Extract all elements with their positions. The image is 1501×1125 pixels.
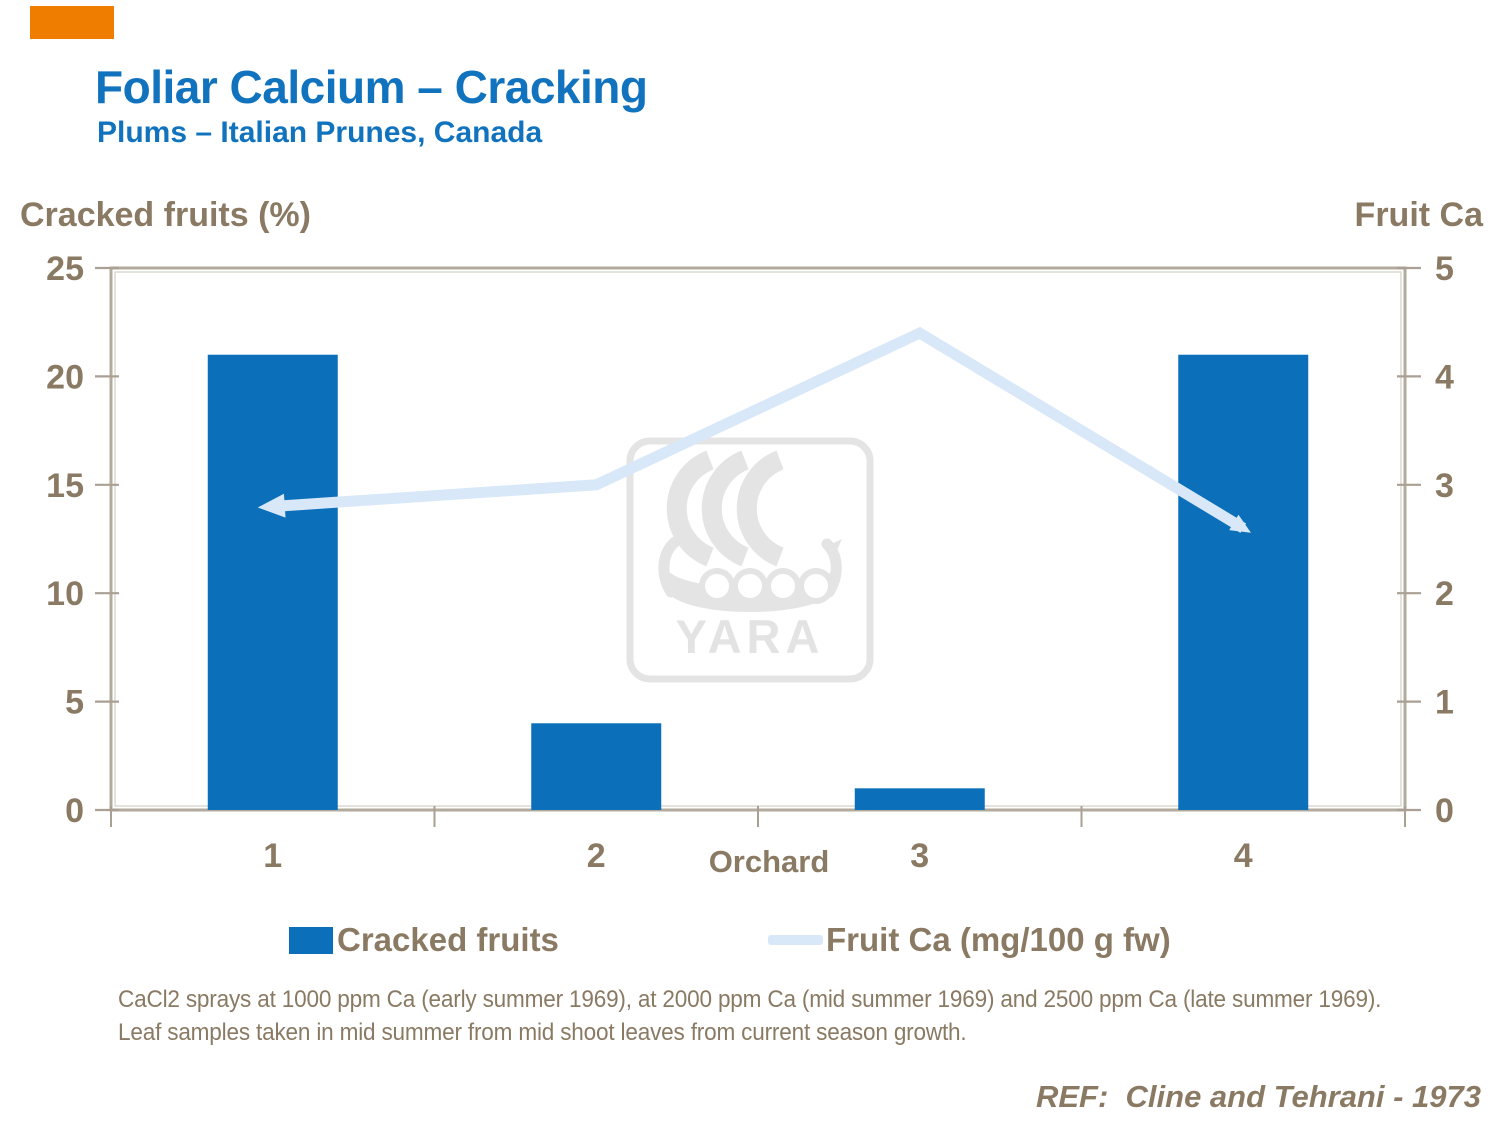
left-axis-tick-label: 5: [65, 684, 84, 722]
bar-orchard-4: [1178, 354, 1309, 810]
right-axis-tick-label: 4: [1435, 358, 1454, 396]
reference-text: REF: Cline and Tehrani - 1973: [1035, 1079, 1481, 1114]
left-axis-tick-label: 0: [65, 792, 84, 830]
line-start-arrow: [257, 493, 286, 518]
right-axis-tick-label: 2: [1435, 575, 1454, 613]
chart-legend: Cracked fruits Fruit Ca (mg/100 g fw): [0, 918, 1501, 962]
left-axis-title: Cracked fruits (%): [20, 196, 311, 234]
x-category-label-4: 4: [1234, 837, 1253, 875]
slide-title: Foliar Calcium – Cracking: [95, 61, 648, 113]
right-axis-title: Fruit Ca: [1354, 196, 1483, 234]
line-end-arrow: [1229, 514, 1251, 533]
right-axis-tick-label: 1: [1435, 684, 1454, 722]
plot-frame-inner: [114, 271, 1402, 807]
bar-orchard-1: [207, 354, 338, 810]
right-axis-tick-label: 3: [1435, 467, 1454, 505]
watermark-border: [626, 437, 874, 683]
viking-ship-icon: [658, 450, 842, 612]
bar-series-swatch: [289, 926, 333, 954]
x-category-label-2: 2: [587, 837, 606, 875]
left-axis-tick-label: 15: [46, 467, 84, 505]
left-axis-tick-label: 20: [46, 358, 84, 396]
bar-orchard-2: [531, 723, 662, 810]
right-axis-tick-label: 5: [1435, 250, 1454, 288]
x-category-label-3: 3: [910, 837, 929, 875]
fruit-ca-line: [272, 326, 1247, 533]
line-series-swatch: [768, 935, 823, 945]
right-axis-tick-label: 0: [1435, 792, 1454, 830]
watermark-text: YARA: [676, 610, 825, 663]
bar-orchard-3: [854, 788, 985, 810]
slide-subtitle: Plums – Italian Prunes, Canada: [97, 116, 543, 149]
accent-bar: [30, 6, 114, 39]
legend-label-fruit-ca: Fruit Ca (mg/100 g fw): [826, 921, 1171, 958]
x-category-label-1: 1: [263, 837, 282, 875]
left-axis-tick-label: 10: [46, 575, 84, 613]
left-axis-tick-label: 25: [46, 250, 84, 288]
legend-item-fruit-ca: Fruit Ca (mg/100 g fw): [768, 918, 1171, 962]
plot-frame: [109, 266, 1407, 812]
x-axis-title: Orchard: [709, 844, 830, 879]
legend-label-cracked-fruits: Cracked fruits: [337, 921, 559, 958]
legend-item-cracked-fruits: Cracked fruits: [289, 918, 559, 962]
footnote-text: CaCl2 sprays at 1000 ppm Ca (early summe…: [118, 986, 1382, 1046]
